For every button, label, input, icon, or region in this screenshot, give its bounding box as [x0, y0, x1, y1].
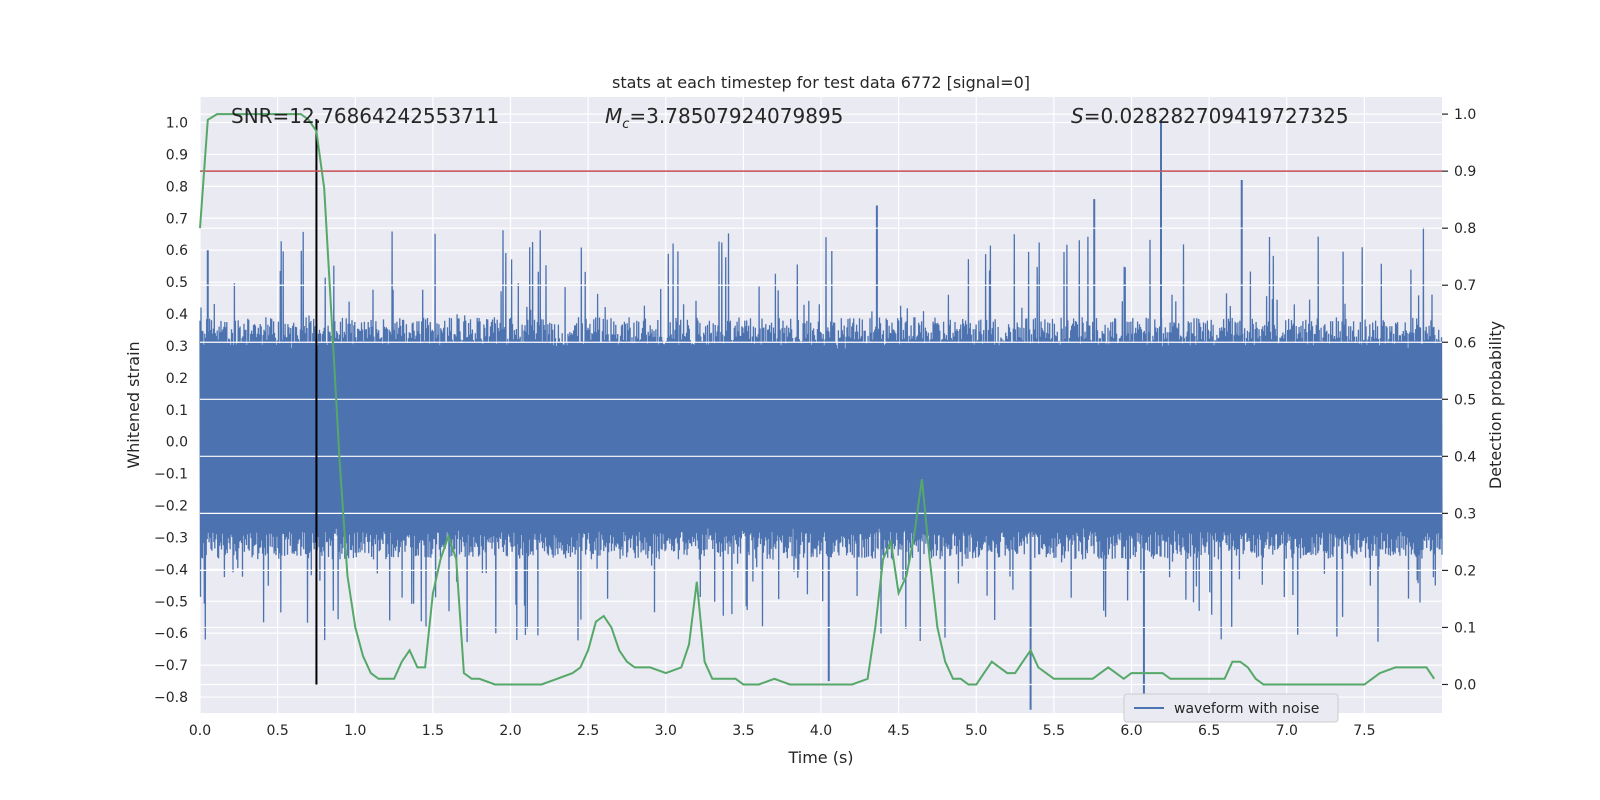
y-right-tick-label: 0.5: [1454, 392, 1476, 408]
y-left-tick-label: 0.6: [166, 243, 188, 259]
x-tick-label: 4.5: [887, 723, 909, 739]
y-right-axis-label: Detection probability: [1486, 321, 1505, 489]
x-axis-label: Time (s): [787, 748, 853, 767]
s-value: =0.028282709419727325: [1084, 104, 1349, 128]
y-left-tick-label: 1.0: [166, 116, 188, 132]
chart-title: stats at each timestep for test data 677…: [612, 73, 1030, 92]
y-right-tick-label: 0.9: [1454, 164, 1476, 180]
y-left-tick-label: 0.1: [166, 403, 188, 419]
y-left-tick-label: −0.3: [154, 530, 188, 546]
marker-layer: [200, 119, 1442, 685]
y-left-tick-label: 0.2: [166, 371, 188, 387]
y-right-tick-label: 0.7: [1454, 278, 1476, 294]
waveform-series: [199, 113, 1443, 710]
x-tick-label: 2.5: [577, 723, 599, 739]
mc-symbol: M: [605, 104, 622, 128]
y-left-tick-label: 0.7: [166, 211, 188, 227]
x-tick-label: 6.0: [1120, 723, 1142, 739]
y-left-tick-label: −0.7: [154, 658, 188, 674]
y-left-tick-label: −0.4: [154, 562, 188, 578]
legend-entry-waveform: waveform with noise: [1174, 701, 1319, 717]
x-tick-label: 6.5: [1198, 723, 1220, 739]
y-left-tick-label: 0.9: [166, 147, 188, 163]
x-tick-label: 7.0: [1276, 723, 1298, 739]
y-right-tick-label: 0.4: [1454, 449, 1476, 465]
y-right-tick-label: 0.3: [1454, 506, 1476, 522]
x-tick-label: 5.5: [1043, 723, 1065, 739]
y-right-tick-label: 0.1: [1454, 620, 1476, 636]
s-annotation: S=0.028282709419727325: [1071, 104, 1349, 128]
probability-line: [199, 113, 1436, 686]
y-left-tick-label: 0.4: [166, 307, 188, 323]
y-right-tick-label: 1.0: [1454, 107, 1476, 123]
axes: 0.0 0.5 1.0 1.5 2.0 2.5 3.0 3.5 4.0 4.5 5.0 5.5 6.0 6…: [154, 107, 1476, 739]
mc-subscript: c: [622, 117, 629, 132]
mc-annotation: Mc=3.78507924079895: [605, 104, 843, 132]
y-left-tick-label: 0.3: [166, 339, 188, 355]
probability-series: [199, 113, 1436, 686]
y-left-axis-label: Whitened strain: [124, 341, 143, 468]
x-tick-label: 1.5: [422, 723, 444, 739]
x-tick-label: 3.5: [732, 723, 754, 739]
y-left-tick-label: 0.8: [166, 179, 188, 195]
mc-value: =3.78507924079895: [629, 104, 843, 128]
y-right-tick-label: 0.0: [1454, 677, 1476, 693]
y-right-tick-label: 0.8: [1454, 221, 1476, 237]
y-left-tick-label: 0.5: [166, 275, 188, 291]
x-tick-label: 0.5: [266, 723, 288, 739]
y-left-tick-label: −0.2: [154, 499, 188, 515]
x-tick-label: 1.0: [344, 723, 366, 739]
x-tick-label: 2.0: [499, 723, 521, 739]
y-left-tick-label: −0.6: [154, 626, 188, 642]
y-left-tick-label: −0.8: [154, 690, 188, 706]
x-tick-label: 7.5: [1353, 723, 1375, 739]
waveform-band: [200, 349, 1442, 528]
x-tick-label: 5.0: [965, 723, 987, 739]
snr-annotation: SNR=12.76864242553711: [231, 104, 499, 128]
x-tick-label: 3.0: [655, 723, 677, 739]
y-right-tick-label: 0.6: [1454, 335, 1476, 351]
x-tick-label: 4.0: [810, 723, 832, 739]
s-symbol: S: [1071, 104, 1084, 128]
y-left-tick-label: 0.0: [166, 435, 188, 451]
x-tick-label: 0.0: [189, 723, 211, 739]
legend: waveform with noise: [1123, 693, 1339, 723]
legend-box: [1123, 693, 1339, 723]
y-left-tick-label: −0.1: [154, 467, 188, 483]
y-right-tick-label: 0.2: [1454, 563, 1476, 579]
y-left-tick-label: −0.5: [154, 594, 188, 610]
